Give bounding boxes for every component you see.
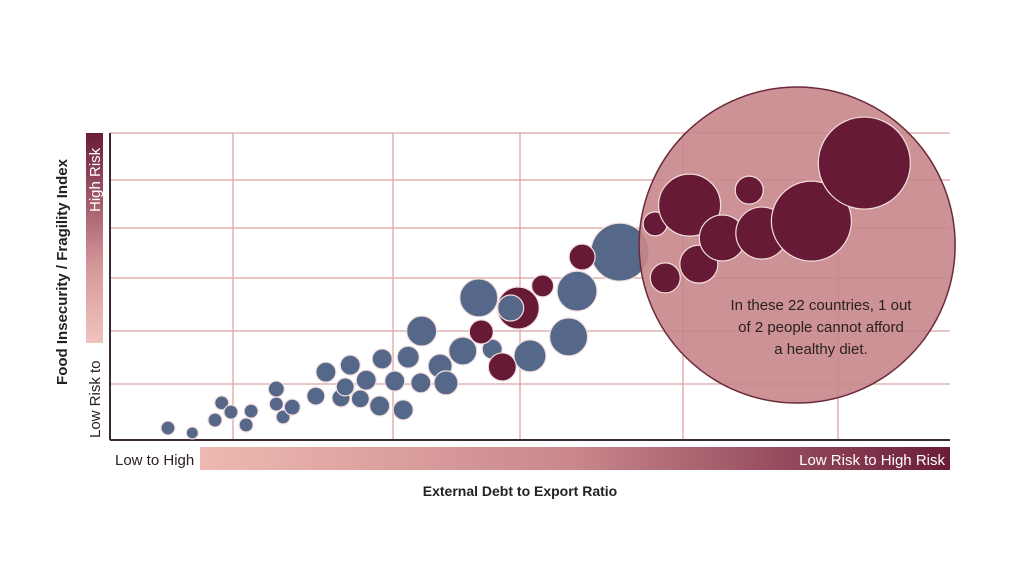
bubble-blue [267, 380, 285, 398]
bubble-blue [283, 398, 301, 416]
x-scale-low-label: Low to High [115, 452, 194, 469]
bubble-blue [556, 270, 598, 312]
bubble-red [734, 175, 764, 205]
bubble-blue [433, 370, 459, 396]
bubble-blue [371, 348, 393, 370]
bubble-blue [384, 370, 406, 392]
annotation-line-3: a healthy diet. [774, 341, 867, 358]
bubble-blue [315, 361, 337, 383]
bubble-blue [207, 412, 223, 428]
bubble-red [568, 243, 596, 271]
bubble-blue [448, 336, 478, 366]
bubble-blue [355, 369, 377, 391]
bubble-red [817, 116, 911, 210]
bubble-blue [185, 426, 199, 440]
bubble-blue [214, 395, 230, 411]
bubble-blue [339, 354, 361, 376]
annotation-line-2: of 2 people cannot afford [738, 319, 904, 336]
bubble-blue [268, 396, 284, 412]
bubble-blue [392, 399, 414, 421]
bubble-red [487, 352, 517, 382]
x-axis-title: External Debt to Export Ratio [423, 483, 617, 499]
bubble-blue [223, 404, 239, 420]
annotation-line-1: In these 22 countries, 1 out [731, 297, 913, 314]
bubble-red [468, 319, 494, 345]
x-scale-high-label: Low Risk to High Risk [799, 452, 945, 469]
bubble-blue [497, 294, 525, 322]
y-scale-bar [86, 133, 103, 343]
bubble-blue [410, 372, 432, 394]
bubble-blue [350, 389, 370, 409]
bubble-blue [238, 417, 254, 433]
bubble-red [530, 274, 555, 298]
bubble-red [649, 262, 681, 294]
y-scale-low-label: Low Risk to [87, 360, 104, 438]
bubble-blue [306, 386, 326, 406]
bubble-blue [513, 339, 547, 373]
bubble-blue [406, 315, 438, 347]
bubble-blue [369, 395, 391, 417]
bubble-blue [243, 403, 259, 419]
bubble-red [770, 180, 853, 262]
x-scale-bar [200, 447, 950, 470]
bubble-red [657, 173, 722, 237]
bubble-blue [160, 420, 176, 436]
bubble-blue [396, 345, 420, 369]
bubble-blue [459, 278, 499, 318]
bubble-blue [549, 317, 589, 357]
y-scale-high-label: High Risk [87, 147, 104, 212]
bubble-blue [335, 377, 355, 397]
y-axis-title: Food Insecurity / Fragility Index [54, 158, 71, 385]
